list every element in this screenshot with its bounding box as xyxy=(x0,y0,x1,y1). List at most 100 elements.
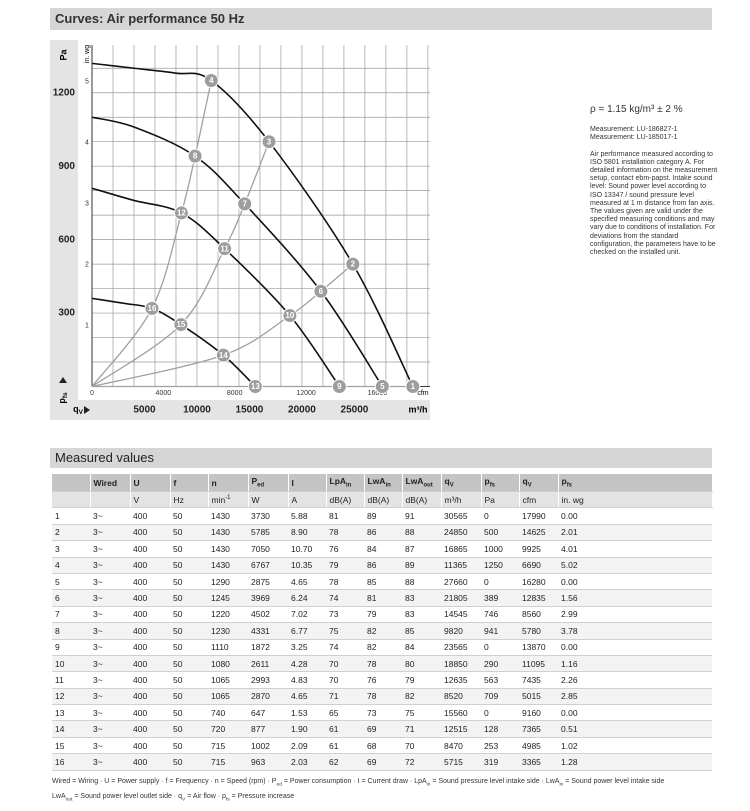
system-curve xyxy=(91,80,212,387)
text-part: = Sound power level outlet side · q xyxy=(72,793,182,801)
arrow-icon xyxy=(59,377,67,383)
cell: 1.02 xyxy=(558,737,712,755)
cell: 50 xyxy=(170,622,208,640)
legend-line: Wired = Wiring · U = Power supply · f = … xyxy=(52,776,664,791)
data-row: 11 3~ 400 50 1065 2993 4.83 70 76 79 12635 563 7435 2… xyxy=(52,671,712,689)
cell: 69 xyxy=(364,753,402,771)
cell: 2.01 xyxy=(558,524,712,542)
cell: min-1 xyxy=(208,491,249,509)
cell: 3~ xyxy=(90,589,130,607)
point-label: 9 xyxy=(337,382,342,391)
data-row: 12 3~ 400 50 1065 2870 4.65 71 78 82 8520 709 5015 2.… xyxy=(52,688,712,706)
cell: 50 xyxy=(170,540,208,558)
cell: 400 xyxy=(130,524,170,542)
cell: 1065 xyxy=(208,688,248,706)
cell: 4985 xyxy=(519,737,558,755)
data-row: 1 3~ 400 50 1430 3730 5.88 81 89 91 30565 0 17990 0.0… xyxy=(52,507,712,525)
x-tick-label: 15000 xyxy=(236,405,264,416)
cell: 4.65 xyxy=(288,688,326,706)
data-row: 3 3~ 400 50 1430 7050 10.70 76 84 87 16865 1000 9925… xyxy=(52,540,712,558)
text-part: = Pressure increase xyxy=(229,793,295,801)
cell: 1002 xyxy=(248,737,288,755)
cell: 50 xyxy=(170,671,208,689)
text-part: out xyxy=(65,797,73,803)
cell: 746 xyxy=(481,606,519,624)
cell: 5785 xyxy=(248,524,288,542)
fan-curve xyxy=(91,116,384,387)
text-part: = Sound pressure level intake side · LwA xyxy=(430,778,560,785)
cell: 50 xyxy=(170,704,208,722)
cell: 50 xyxy=(170,557,208,574)
cell: 78 xyxy=(364,655,402,673)
cell: 0.00 xyxy=(558,507,712,525)
operating-point xyxy=(345,256,361,272)
cell: 1430 xyxy=(208,540,248,558)
operating-point xyxy=(237,196,253,212)
cell: 13870 xyxy=(519,639,558,656)
cell: 8560 xyxy=(519,606,558,624)
cell: 82 xyxy=(364,639,402,656)
cell: LwAout xyxy=(402,474,442,492)
cell: 15 xyxy=(52,737,90,755)
text-part: LwA xyxy=(405,476,424,487)
cell: 6 xyxy=(52,589,90,607)
cell: 50 xyxy=(170,753,208,771)
cell: 0.00 xyxy=(558,573,712,591)
cell: 72 xyxy=(402,753,441,771)
cell xyxy=(52,491,91,509)
cell: 4502 xyxy=(248,606,288,624)
operating-point xyxy=(187,148,203,164)
text-part: in xyxy=(426,782,431,788)
cell: 2.99 xyxy=(558,606,712,624)
cell: 6.77 xyxy=(288,622,326,640)
cell: 1065 xyxy=(208,671,248,689)
cell: 0 xyxy=(481,704,519,722)
text-part: p xyxy=(561,476,567,487)
cell: 0.51 xyxy=(558,720,712,738)
text-part: fs xyxy=(566,482,572,489)
cell: 5715 xyxy=(441,753,481,771)
cell: 253 xyxy=(481,737,519,755)
cell: 4331 xyxy=(248,622,288,640)
cell: 2.26 xyxy=(558,671,712,689)
cell: 16280 xyxy=(519,573,558,591)
cell: 12515 xyxy=(441,720,481,738)
cell: 9 xyxy=(52,639,90,656)
cell: 5.88 xyxy=(288,507,326,525)
text-part: fs xyxy=(489,482,495,489)
point-label: 1 xyxy=(411,382,416,391)
cell: 65 xyxy=(326,704,364,722)
cell: 89 xyxy=(364,507,402,525)
cell: 400 xyxy=(130,589,170,607)
cell: 3~ xyxy=(90,688,130,706)
cell: 12835 xyxy=(519,589,558,607)
point-label: 7 xyxy=(242,199,247,208)
measurement: Measurement: LU-185017-1 xyxy=(590,134,678,142)
text-part: LwA xyxy=(52,793,66,801)
x2-tick-label: 16000 xyxy=(368,390,388,397)
y-axis-label: Pa xyxy=(58,49,68,61)
cell: 0 xyxy=(481,507,519,525)
cell: 12 xyxy=(52,688,90,706)
cell: 50 xyxy=(170,639,208,656)
cell: 75 xyxy=(326,622,364,640)
operating-point xyxy=(173,317,189,333)
point-label: 16 xyxy=(148,304,157,313)
y2-tick-label: 5 xyxy=(85,78,89,85)
cell: 86 xyxy=(364,524,402,542)
text-part: in xyxy=(385,482,391,489)
cell: 500 xyxy=(481,524,519,542)
cell: 1.28 xyxy=(558,753,712,771)
measurement: Measurement: LU-186827-1 xyxy=(590,126,678,134)
cell: 88 xyxy=(402,524,441,542)
cell: 740 xyxy=(208,704,248,722)
text-part: p xyxy=(484,476,490,487)
cell: 10 xyxy=(52,655,90,673)
y2-axis-label: in. wg xyxy=(84,45,91,63)
cell: 80 xyxy=(402,655,441,673)
text-part: fs xyxy=(225,797,230,803)
cell: 1290 xyxy=(208,573,248,591)
cell: 1230 xyxy=(208,622,248,640)
